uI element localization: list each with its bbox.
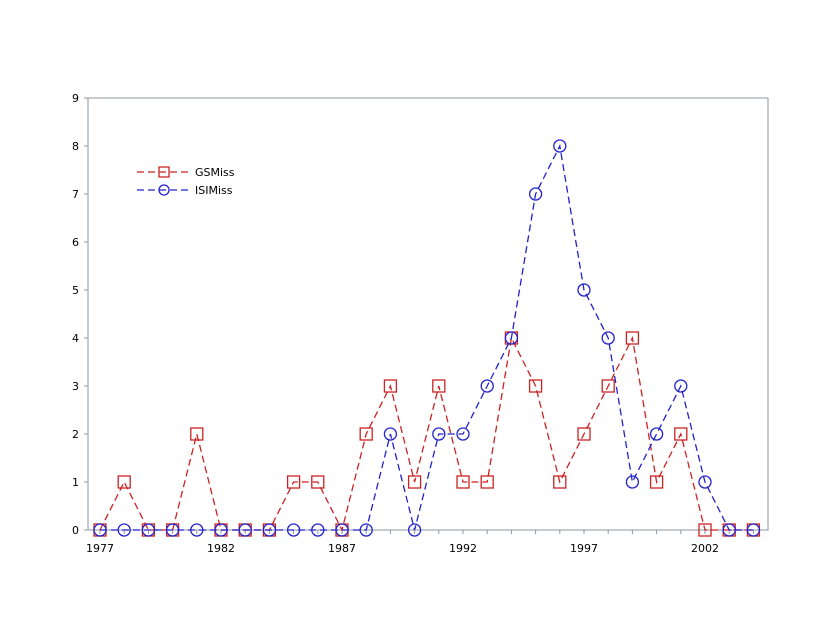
legend-swatch-marker <box>158 184 170 196</box>
y-tick-label: 1 <box>72 476 79 489</box>
data-point-isimiss <box>359 523 373 537</box>
data-point-isimiss <box>165 523 180 537</box>
x-tick-label: 1977 <box>86 542 114 555</box>
data-point-isimiss <box>93 523 107 537</box>
data-point-isimiss <box>504 331 519 345</box>
data-point-isimiss <box>383 427 398 441</box>
y-tick-label: 7 <box>72 188 79 201</box>
series-gsmiss <box>93 331 761 537</box>
y-axis: 0 1 2 3 4 5 6 7 8 9 <box>72 92 88 537</box>
x-tick-label: 1982 <box>207 542 235 555</box>
series-line-gsmiss <box>99 335 754 532</box>
data-point-gsmiss <box>359 427 373 441</box>
data-point-gsmiss <box>674 427 688 441</box>
data-point-gsmiss <box>117 475 131 489</box>
x-tick-label: 2002 <box>691 542 719 555</box>
plot-area <box>87 97 769 531</box>
legend-swatch-marker <box>158 166 170 178</box>
data-point-isimiss <box>698 475 712 489</box>
data-point-gsmiss <box>311 475 325 489</box>
data-point-gsmiss <box>480 475 494 489</box>
data-point-isimiss <box>117 523 131 537</box>
data-point-isimiss <box>649 427 664 441</box>
data-point-isimiss <box>480 379 494 393</box>
series-isimiss <box>93 139 761 537</box>
data-point-gsmiss <box>698 523 712 537</box>
legend-item-isimiss: ISIMiss <box>137 184 233 197</box>
data-point-isimiss <box>432 427 446 441</box>
data-point-gsmiss <box>528 379 543 393</box>
data-point-isimiss <box>190 523 204 537</box>
data-point-isimiss <box>746 523 761 537</box>
x-tick-label: 1992 <box>449 542 477 555</box>
series-layer <box>93 139 761 537</box>
data-point-gsmiss <box>432 379 446 393</box>
data-point-gsmiss <box>286 475 301 489</box>
data-point-isimiss <box>262 523 277 537</box>
data-point-isimiss <box>625 475 640 489</box>
y-tick-label: 6 <box>72 236 79 249</box>
y-tick-label: 0 <box>72 524 79 537</box>
data-point-gsmiss <box>190 427 204 441</box>
data-point-gsmiss <box>625 331 640 345</box>
data-point-gsmiss <box>601 379 615 393</box>
y-tick-label: 8 <box>72 140 79 153</box>
y-tick-label: 5 <box>72 284 79 297</box>
data-point-gsmiss <box>407 475 422 489</box>
data-point-gsmiss <box>383 379 398 393</box>
data-point-isimiss <box>456 427 470 441</box>
legend: GSMiss ISIMiss <box>137 166 235 197</box>
legend-label: GSMiss <box>195 166 235 179</box>
series-line-isimiss <box>100 143 754 531</box>
data-point-isimiss <box>335 523 349 537</box>
x-tick-label: 1997 <box>570 542 598 555</box>
data-point-isimiss <box>286 523 301 537</box>
plot-frame <box>87 97 769 531</box>
data-point-isimiss <box>238 523 252 537</box>
data-point-gsmiss <box>649 475 664 489</box>
data-point-isimiss <box>311 523 325 537</box>
data-point-isimiss <box>407 523 422 537</box>
data-point-isimiss <box>214 523 228 537</box>
data-point-gsmiss <box>456 475 470 489</box>
data-point-isimiss <box>722 523 736 537</box>
data-point-isimiss <box>141 523 156 537</box>
data-point-isimiss <box>528 187 543 201</box>
x-tick-label: 1987 <box>328 542 356 555</box>
legend-item-gsmiss: GSMiss <box>137 166 235 179</box>
x-axis: 1977 1982 1987 1992 1997 2002 <box>86 530 754 555</box>
data-point-isimiss <box>577 283 591 297</box>
y-tick-label: 9 <box>72 92 79 105</box>
data-point-gsmiss <box>553 475 567 489</box>
data-point-isimiss <box>601 331 615 345</box>
data-point-isimiss <box>674 379 688 393</box>
y-tick-label: 3 <box>72 380 79 393</box>
legend-label: ISIMiss <box>195 184 233 197</box>
data-point-isimiss <box>553 139 567 153</box>
data-point-gsmiss <box>577 427 591 441</box>
y-tick-label: 2 <box>72 428 79 441</box>
y-tick-label: 4 <box>72 332 79 345</box>
